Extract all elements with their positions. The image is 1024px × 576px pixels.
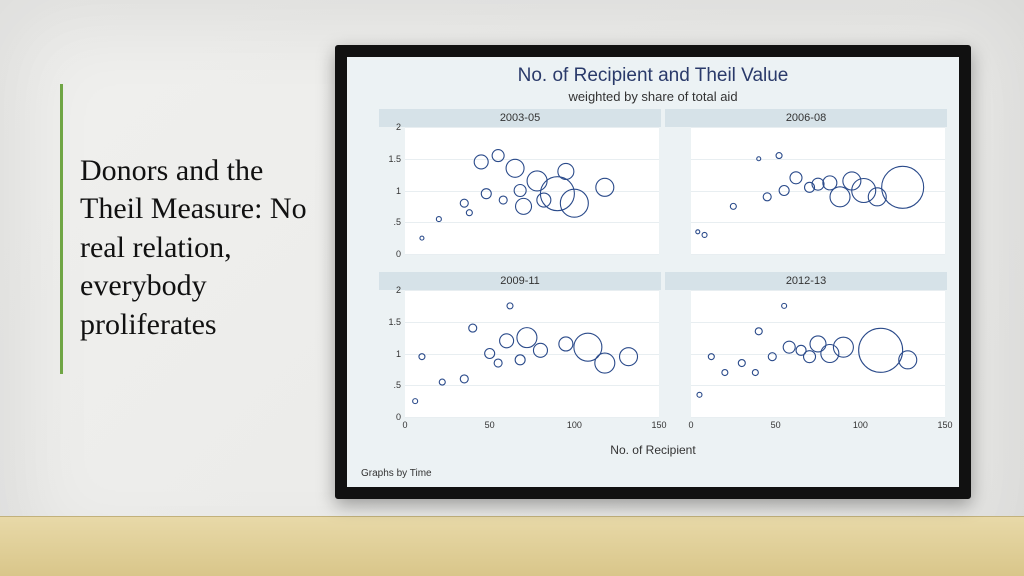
chart-footnote: Graphs by Time (361, 468, 432, 479)
panel-grid: 2003-050.511.522006-082009-110.511.52050… (379, 109, 947, 431)
bubble (722, 370, 728, 376)
bubble (757, 157, 761, 161)
bubble (882, 166, 924, 208)
plot-area: 050100150 (691, 290, 945, 417)
bubble (500, 334, 514, 348)
bubble (702, 232, 707, 237)
bubble-layer (405, 290, 659, 417)
bubble (494, 359, 502, 367)
bubble (738, 360, 745, 367)
bubble (596, 178, 614, 196)
plot-area: 0.511.52 (405, 127, 659, 254)
bubble (810, 336, 826, 352)
bubble (507, 303, 513, 309)
slide-title: Donors and the Theil Measure: No real re… (80, 152, 310, 344)
bubble-layer (691, 127, 945, 254)
bubble (768, 353, 776, 361)
bubble (492, 150, 504, 162)
x-tick-label: 100 (567, 420, 582, 430)
y-tick-label: 2 (379, 122, 401, 132)
y-tick-label: 1.5 (379, 154, 401, 164)
bubble (595, 353, 615, 373)
bubble (804, 351, 816, 363)
bubble (506, 159, 524, 177)
bubble (752, 370, 758, 376)
panel-header: 2006-08 (665, 109, 947, 127)
y-tick-label: .5 (379, 380, 401, 390)
bubble (779, 186, 789, 196)
panel: 2012-13050100150 (665, 272, 947, 431)
y-tick-label: 0 (379, 412, 401, 422)
bubble (517, 328, 537, 348)
bubble (763, 193, 771, 201)
bubble (830, 187, 850, 207)
panel: 2006-08 (665, 109, 947, 268)
bubble (460, 199, 468, 207)
bubble (782, 303, 787, 308)
panel: 2009-110.511.52050100150 (379, 272, 661, 431)
bubble (474, 155, 488, 169)
panel: 2003-050.511.52 (379, 109, 661, 268)
x-tick-label: 0 (402, 420, 407, 430)
bubble (533, 343, 547, 357)
bubble (516, 198, 532, 214)
bubble (515, 355, 525, 365)
bubble (420, 236, 424, 240)
bubble (730, 203, 736, 209)
bubble (466, 210, 472, 216)
bubble (697, 392, 702, 397)
bubble (514, 185, 526, 197)
bubble (776, 153, 782, 159)
plot-area: 0.511.52050100150 (405, 290, 659, 417)
bubble (783, 341, 795, 353)
x-tick-label: 150 (937, 420, 952, 430)
x-tick-label: 0 (688, 420, 693, 430)
accent-bar (60, 84, 63, 374)
y-tick-label: 1 (379, 349, 401, 359)
x-tick-label: 50 (771, 420, 781, 430)
chart-subtitle: weighted by share of total aid (347, 89, 959, 104)
y-tick-label: 0 (379, 249, 401, 259)
bubble (859, 328, 903, 372)
chart-canvas: No. of Recipient and Theil Value weighte… (347, 57, 959, 487)
y-tick-label: 1 (379, 186, 401, 196)
x-tick-label: 100 (853, 420, 868, 430)
bubble (481, 189, 491, 199)
bubble-layer (405, 127, 659, 254)
bubble (499, 196, 507, 204)
bubble (439, 379, 445, 385)
y-tick-label: 2 (379, 285, 401, 295)
bubble (755, 328, 762, 335)
bubble (469, 324, 477, 332)
bubble (559, 337, 573, 351)
bubble (485, 349, 495, 359)
bubble (558, 163, 574, 179)
chart-frame: No. of Recipient and Theil Value weighte… (335, 45, 971, 499)
bubble-layer (691, 290, 945, 417)
x-tick-label: 50 (485, 420, 495, 430)
slide-floor (0, 516, 1024, 576)
panel-header: 2012-13 (665, 272, 947, 290)
bubble (436, 217, 441, 222)
y-tick-label: .5 (379, 217, 401, 227)
bubble (899, 351, 917, 369)
bubble (852, 179, 876, 203)
panel-header: 2009-11 (379, 272, 661, 290)
bubble (460, 375, 468, 383)
plot-area (691, 127, 945, 254)
bubble (574, 333, 602, 361)
bubble (790, 172, 802, 184)
y-tick-label: 1.5 (379, 317, 401, 327)
bubble (419, 354, 425, 360)
chart-title: No. of Recipient and Theil Value (347, 57, 959, 87)
x-axis-title: No. of Recipient (347, 443, 959, 457)
bubble (527, 171, 547, 191)
bubble (537, 193, 551, 207)
bubble (708, 354, 714, 360)
bubble (696, 230, 700, 234)
bubble (620, 348, 638, 366)
bubble (413, 399, 418, 404)
panel-header: 2003-05 (379, 109, 661, 127)
